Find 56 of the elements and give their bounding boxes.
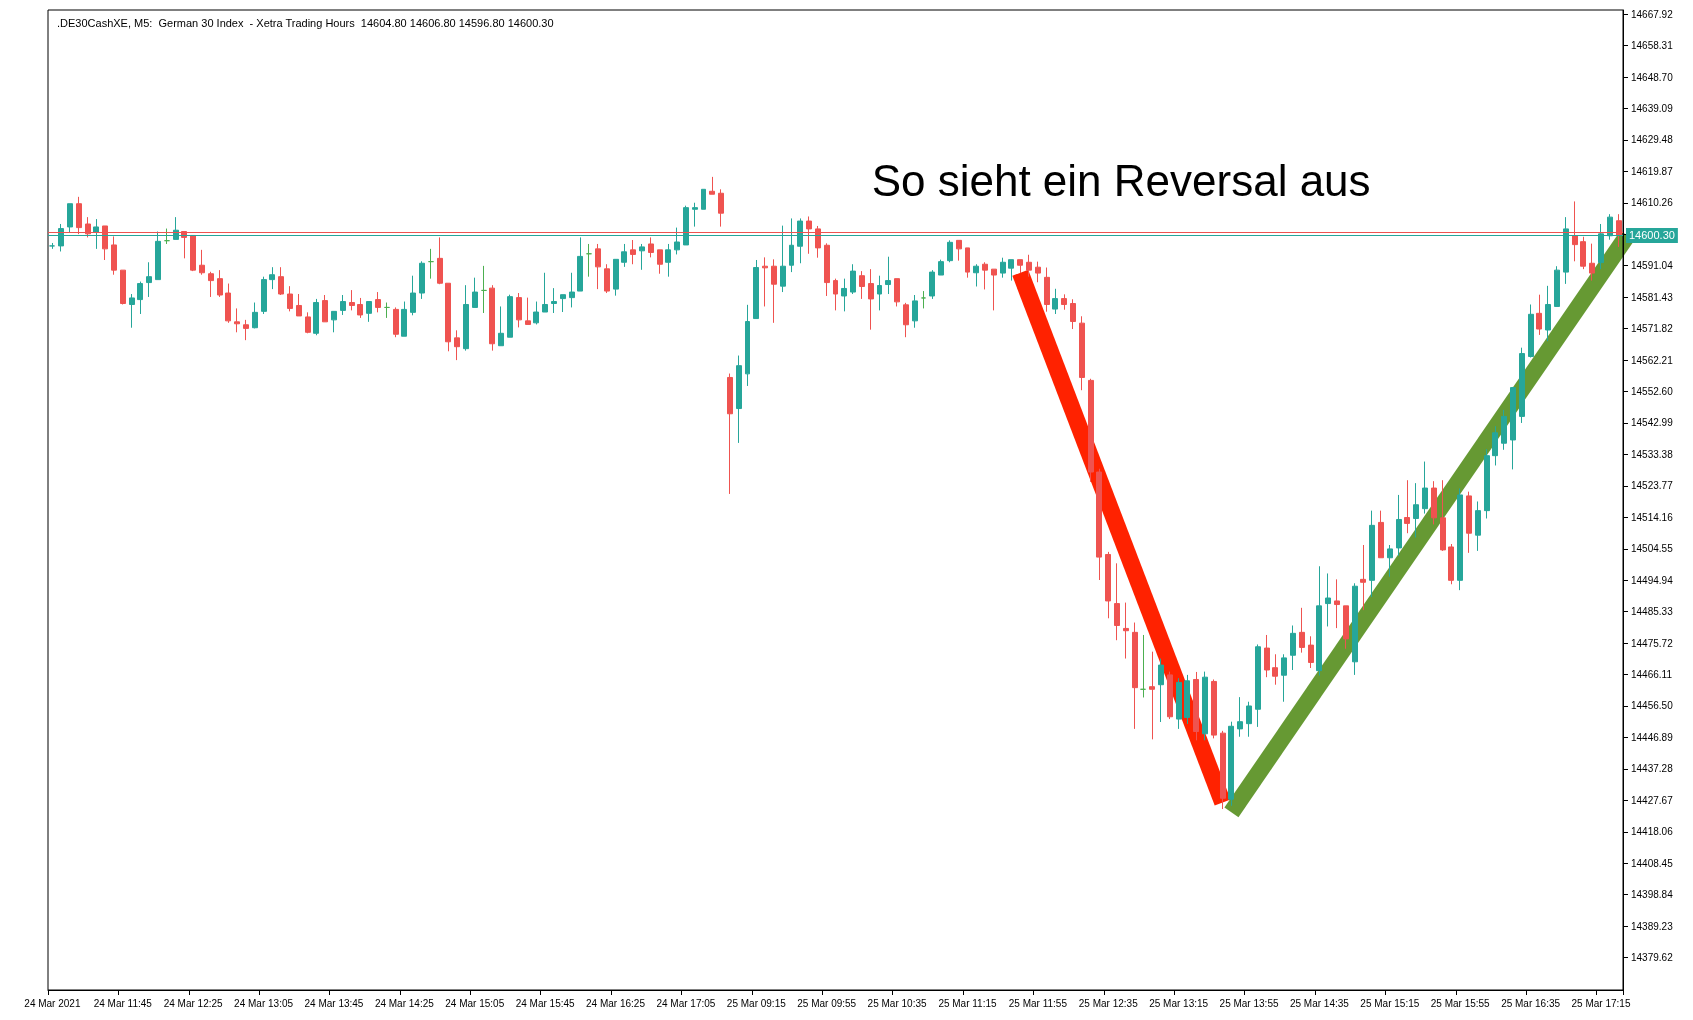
y-tick-label: 14533.38 [1631, 448, 1674, 460]
y-tick-label: 14542.99 [1631, 417, 1674, 429]
x-tick-label: 24 Mar 12:25 [163, 997, 224, 1009]
y-tick-label: 14437.28 [1631, 763, 1674, 775]
y-tick-label: 14591.04 [1631, 260, 1674, 272]
x-tick-label: 24 Mar 16:25 [586, 997, 646, 1009]
y-tick-label: 14446.89 [1631, 731, 1674, 743]
x-tick-label: 25 Mar 16:35 [1501, 997, 1561, 1009]
x-tick-label: 25 Mar 14:35 [1289, 997, 1350, 1009]
text: .DE30CashXE, M5: German 30 Index - Xetra Trading Hours 14604.80 14606.80 14596.80 14600.30 [57, 16, 554, 29]
y-tick-label: 14475.72 [1631, 637, 1674, 649]
x-tick-label: 25 Mar 10:35 [867, 997, 927, 1009]
y-tick-label: 14658.31 [1631, 40, 1674, 52]
x-tick-label: 24 Mar 11:45 [93, 997, 153, 1009]
y-tick-label: 14523.77 [1631, 480, 1674, 492]
y-tick-label: 14639.09 [1631, 103, 1674, 115]
y-tick-label: 14418.06 [1631, 826, 1674, 838]
y-tick-label: 14629.48 [1631, 134, 1674, 146]
x-tick-label: 24 Mar 13:05 [234, 997, 294, 1009]
x-tick-label: 25 Mar 17:15 [1571, 997, 1631, 1009]
y-tick-label: 14427.67 [1631, 794, 1674, 806]
x-tick-label: 25 Mar 15:55 [1430, 997, 1491, 1009]
x-tick-label: 25 Mar 11:55 [1008, 997, 1068, 1009]
x-tick-label: 24 Mar 14:25 [374, 997, 435, 1009]
x-tick-label: 25 Mar 15:15 [1360, 997, 1420, 1009]
y-tick-label: 14514.16 [1631, 511, 1674, 523]
x-tick-label: 24 Mar 15:05 [445, 997, 505, 1009]
x-tick-label: 24 Mar 13:45 [304, 997, 364, 1009]
y-tick-label: 14619.87 [1631, 165, 1674, 177]
y-tick-label: 14648.70 [1631, 71, 1674, 83]
y-tick-label: 14379.62 [1631, 952, 1674, 964]
y-tick-label: 14408.45 [1631, 857, 1674, 869]
x-tick-label: 25 Mar 11:15 [938, 997, 998, 1009]
x-tick-label: 25 Mar 13:55 [1219, 997, 1279, 1009]
y-tick-label: 14581.43 [1631, 291, 1674, 303]
x-tick-label: 24 Mar 2021 [24, 997, 81, 1009]
y-tick-label: 14456.50 [1631, 700, 1674, 712]
y-tick-label: 14571.82 [1631, 323, 1674, 335]
y-tick-label: 14466.11 [1631, 669, 1673, 681]
y-tick-label: 14494.94 [1631, 574, 1674, 586]
x-tick-label: 25 Mar 13:15 [1149, 997, 1209, 1009]
x-tick-label: 25 Mar 09:55 [797, 997, 857, 1009]
x-tick-label: 25 Mar 12:35 [1078, 997, 1139, 1009]
x-tick-label: 24 Mar 15:45 [515, 997, 576, 1009]
x-tick-label: 25 Mar 09:15 [726, 997, 787, 1009]
y-tick-label: 14552.60 [1631, 386, 1674, 398]
y-tick-label: 14389.23 [1631, 920, 1674, 932]
y-tick-label: 14398.84 [1631, 889, 1674, 901]
y-tick-label: 14504.55 [1631, 543, 1674, 555]
y-tick-label: 14667.92 [1631, 8, 1674, 20]
annotation: So sieht ein Reversal aus [871, 155, 1371, 205]
ref-line-label: 14600.30 [1629, 229, 1675, 242]
y-tick-label: 14562.21 [1631, 354, 1674, 366]
y-tick-label: 14485.33 [1631, 606, 1674, 618]
y-tick-label: 14610.26 [1631, 197, 1674, 209]
x-tick-label: 24 Mar 17:05 [656, 997, 716, 1009]
